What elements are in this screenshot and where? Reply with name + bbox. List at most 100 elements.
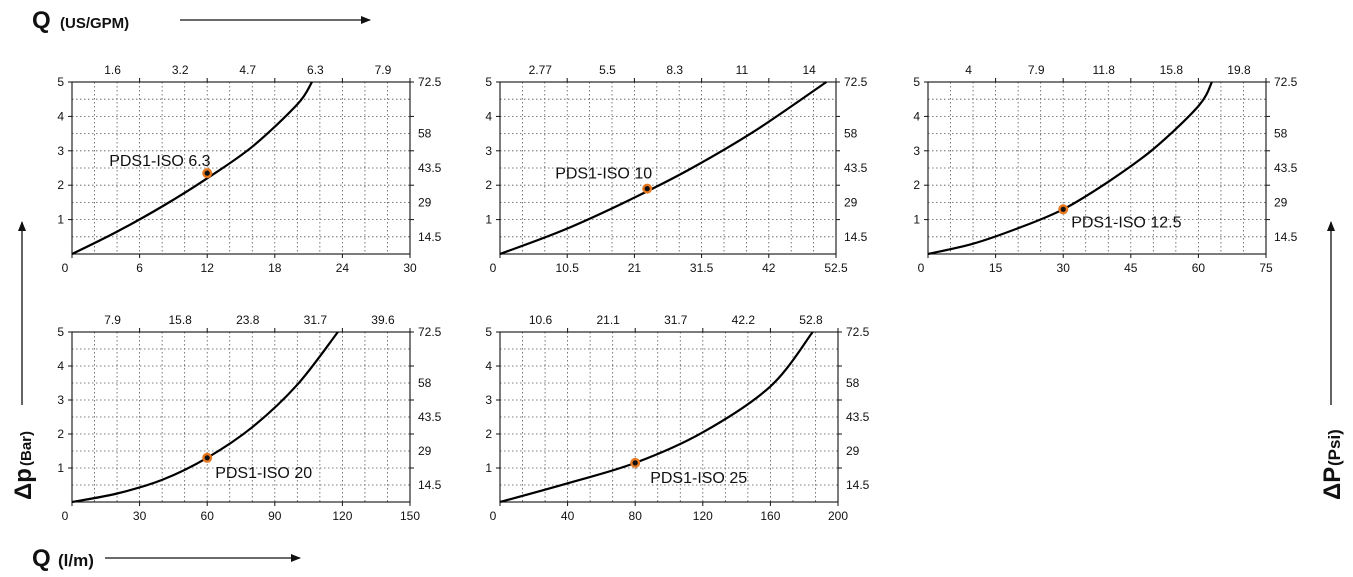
y-right-tick-label: 29: [418, 195, 432, 209]
y-tick-label: 3: [913, 144, 920, 158]
y-right-tick-label: 43.5: [1274, 161, 1298, 175]
y-tick-label: 3: [57, 144, 64, 158]
y-tick-label: 2: [57, 427, 64, 441]
y-right-tick-label: 72.5: [844, 75, 868, 89]
y-tick-label: 1: [57, 213, 64, 227]
chart-panel-5: 0 40 80 120 160 200 10.6 21.1 31.7 42.2 52.8 1 2 3 4 5 1…: [485, 313, 869, 523]
x-top-tick-label: 4: [965, 63, 972, 77]
x-tick-label: 40: [561, 509, 575, 523]
x-top-tick-label: 42.2: [732, 313, 756, 327]
plot-frame: [499, 81, 837, 255]
x-tick-label: 120: [693, 509, 713, 523]
series-line: [499, 81, 828, 256]
q-gpm-main-label: Q: [32, 7, 51, 34]
x-tick-label: 0: [62, 261, 69, 275]
y-right-tick-label: 14.5: [418, 230, 442, 244]
x-top-tick-label: 39.6: [371, 313, 395, 327]
x-top-tick-label: 7.9: [1028, 63, 1045, 77]
x-top-tick-label: 31.7: [664, 313, 688, 327]
chart-panel-4: 0 30 60 90 120 150 7.9 15.8 23.8 31.7 39.6 1 2 3 4 5 14.…: [57, 313, 441, 523]
x-top-tick-label: 19.8: [1227, 63, 1251, 77]
x-top-tick-label: 15.8: [1160, 63, 1184, 77]
x-top-tick-label: 3.2: [172, 63, 189, 77]
point-annotation: PDS1-ISO 6.3: [109, 153, 210, 170]
y-tick-label: 3: [57, 393, 64, 407]
data-point: [1060, 206, 1066, 212]
y-right-tick-label: 43.5: [418, 410, 442, 424]
plot-frame: [71, 81, 411, 255]
y-right-tick-label: 29: [844, 195, 858, 209]
x-tick-label: 0: [918, 261, 925, 275]
y-right-tick-label: 58: [846, 376, 860, 390]
x-tick-label: 90: [268, 509, 282, 523]
x-top-tick-label: 23.8: [236, 313, 260, 327]
x-top-tick-label: 11.8: [1093, 63, 1116, 77]
q-gpm-unit-label: (US/GPM): [60, 15, 129, 32]
y-tick-label: 4: [57, 359, 64, 373]
y-tick-label: 5: [485, 75, 492, 89]
y-right-tick-label: 14.5: [844, 230, 868, 244]
y-right-tick-label: 43.5: [844, 161, 868, 175]
y-tick-label: 4: [485, 359, 492, 373]
x-tick-label: 0: [490, 509, 497, 523]
dp-psi-label-group: ΔP (Psi): [1319, 429, 1346, 500]
x-tick-label: 120: [332, 509, 352, 523]
x-tick-label: 30: [403, 261, 417, 275]
x-top-tick-label: 11: [736, 63, 749, 77]
y-right-tick-label: 43.5: [846, 410, 870, 424]
y-tick-label: 2: [57, 178, 64, 192]
y-tick-label: 1: [485, 461, 492, 475]
x-tick-label: 31.5: [690, 261, 714, 275]
data-point: [632, 460, 638, 466]
x-tick-label: 10.5: [556, 261, 580, 275]
x-top-tick-label: 1.6: [104, 63, 121, 77]
x-top-tick-label: 10.6: [529, 313, 553, 327]
q-lm-unit-label: (l/m): [58, 551, 94, 570]
x-tick-label: 12: [201, 261, 215, 275]
y-tick-label: 2: [485, 427, 492, 441]
point-annotation: PDS1-ISO 25: [650, 470, 747, 487]
x-tick-label: 160: [760, 509, 780, 523]
x-tick-label: 21: [628, 261, 642, 275]
x-tick-label: 150: [400, 509, 420, 523]
x-tick-label: 45: [1124, 261, 1138, 275]
x-tick-label: 18: [268, 261, 282, 275]
x-tick-label: 200: [828, 509, 848, 523]
series-line: [71, 81, 313, 255]
y-right-tick-label: 58: [418, 376, 432, 390]
data-point: [644, 186, 650, 192]
y-tick-label: 2: [913, 178, 920, 192]
data-point: [204, 170, 210, 176]
x-tick-label: 15: [989, 261, 1003, 275]
x-tick-label: 24: [336, 261, 350, 275]
chart-panel-1: 0 6 12 18 24 301.6 3.2 4.7 6.3 7.91234514.52943.5…: [57, 63, 441, 275]
y-tick-label: 1: [913, 213, 920, 227]
y-tick-label: 2: [485, 178, 492, 192]
y-right-tick-label: 14.5: [846, 478, 870, 492]
y-right-tick-label: 29: [418, 444, 432, 458]
x-tick-label: 30: [133, 509, 147, 523]
y-right-tick-label: 29: [846, 444, 860, 458]
x-tick-label: 42: [762, 261, 776, 275]
x-top-tick-label: 21.1: [596, 313, 620, 327]
x-tick-label: 80: [629, 509, 643, 523]
chart-panel-2: 0 10.5 21 31.5 42 52.5 2.77 5.5 8.3 11 14 1 2 3 4 5 14.5…: [485, 63, 867, 275]
y-tick-label: 5: [57, 75, 64, 89]
x-tick-label: 0: [490, 261, 497, 275]
y-tick-label: 3: [485, 393, 492, 407]
x-top-tick-label: 7.9: [104, 313, 121, 327]
dp-bar-main-label: Δp: [10, 468, 37, 500]
x-top-tick-label: 4.7: [239, 63, 256, 77]
y-tick-label: 4: [913, 109, 920, 123]
plot-frame: [927, 81, 1267, 255]
x-tick-label: 6: [136, 261, 143, 275]
y-tick-label: 3: [485, 144, 492, 158]
point-annotation: PDS1-ISO 20: [215, 465, 312, 482]
point-annotation: PDS1-ISO 12.5: [1071, 214, 1181, 231]
dp-psi-unit-label: (Psi): [1325, 429, 1344, 466]
x-tick-label: 75: [1259, 261, 1273, 275]
x-top-tick-label: 8.3: [666, 63, 683, 77]
y-right-tick-label: 58: [844, 127, 858, 141]
y-right-tick-label: 14.5: [1274, 230, 1298, 244]
